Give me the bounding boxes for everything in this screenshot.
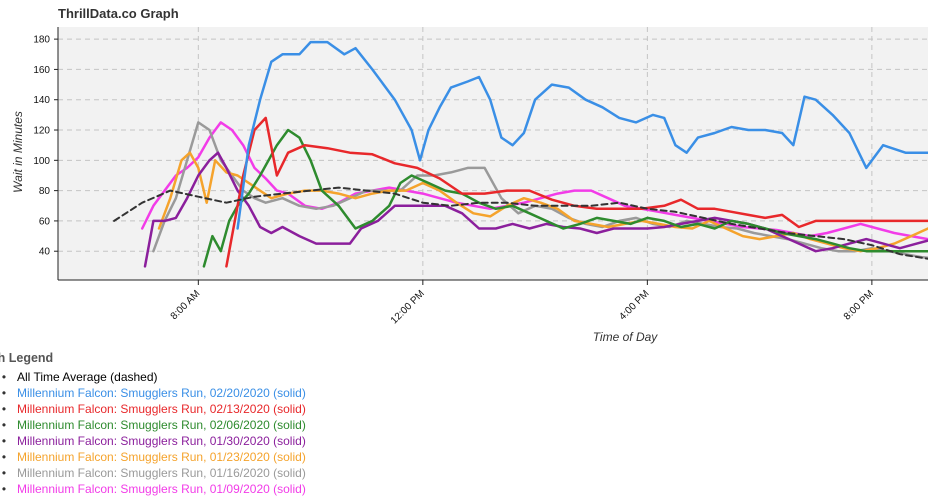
legend-item: • Millennium Falcon: Smugglers Run, 01/16… (0, 465, 306, 481)
y-tick-label: 60 (39, 216, 51, 227)
legend-bullet-icon: • (1, 482, 7, 496)
legend-label: Millennium Falcon: Smugglers Run, 02/20/… (17, 386, 306, 400)
y-tick-label: 180 (33, 35, 50, 46)
y-axis-title: Wait in Minutes (11, 111, 25, 193)
legend-label: Millennium Falcon: Smugglers Run, 01/23/… (17, 450, 306, 464)
legend-label: Millennium Falcon: Smugglers Run, 02/06/… (17, 418, 306, 432)
legend-label: Millennium Falcon: Smugglers Run, 01/09/… (17, 482, 306, 496)
y-tick-label: 120 (33, 126, 50, 137)
legend-label: Millennium Falcon: Smugglers Run, 01/30/… (17, 434, 306, 448)
legend-item: • Millennium Falcon: Smugglers Run, 01/09… (0, 481, 306, 497)
legend-heading: ph Legend (0, 351, 54, 365)
series-line-average (113, 186, 928, 260)
legend-item: • Millennium Falcon: Smugglers Run, 02/13… (0, 401, 306, 417)
x-tick-label: 8:00 AM (169, 288, 203, 322)
legend-bullet-icon: • (1, 418, 7, 432)
series-group (113, 40, 928, 268)
series-line-2 (225, 116, 928, 268)
legend-label: Millennium Falcon: Smugglers Run, 01/16/… (17, 466, 306, 480)
series-line-3 (202, 128, 928, 268)
legend-bullet-icon: • (1, 402, 7, 416)
legend-label: Millennium Falcon: Smugglers Run, 02/13/… (17, 402, 306, 416)
series-line-7 (140, 121, 928, 241)
legend-item: • All Time Average (dashed) (0, 369, 306, 385)
legend: ph Legend • All Time Average (dashed) • Mil… (0, 350, 306, 497)
x-axis-title: Time of Day (593, 330, 659, 344)
y-tick-label: 160 (33, 65, 50, 76)
x-tick-label: 4:00 PM (617, 288, 651, 322)
legend-item: • Millennium Falcon: Smugglers Run, 02/20… (0, 385, 306, 401)
legend-label: All Time Average (dashed) (17, 370, 158, 384)
y-tick-label: 140 (33, 95, 50, 106)
legend-item: • Millennium Falcon: Smugglers Run, 01/30… (0, 433, 306, 449)
wait-time-chart: 40 60 80 100 120 140 160 180 8:00 AM 12:00 PM 4:00… (11, 27, 928, 344)
x-tick-label: 8:00 PM (842, 288, 876, 322)
legend-bullet-icon: • (1, 450, 7, 464)
legend-list: • All Time Average (dashed) • Millennium Fa… (0, 369, 306, 497)
legend-bullet-icon: • (1, 434, 7, 448)
y-tick-label: 80 (39, 186, 51, 197)
y-tick-label: 40 (39, 247, 51, 258)
legend-bullet-icon: • (1, 370, 7, 384)
series-line-4 (143, 151, 928, 268)
series-line-1 (236, 40, 928, 230)
legend-item: • Millennium Falcon: Smugglers Run, 01/23… (0, 449, 306, 465)
legend-bullet-icon: • (1, 466, 7, 480)
legend-item: • Millennium Falcon: Smugglers Run, 02/06… (0, 417, 306, 433)
graph-title: ThrillData.co Graph (58, 6, 179, 21)
y-tick-label: 100 (33, 156, 50, 167)
legend-bullet-icon: • (1, 386, 7, 400)
x-tick-label: 12:00 PM (389, 288, 427, 326)
